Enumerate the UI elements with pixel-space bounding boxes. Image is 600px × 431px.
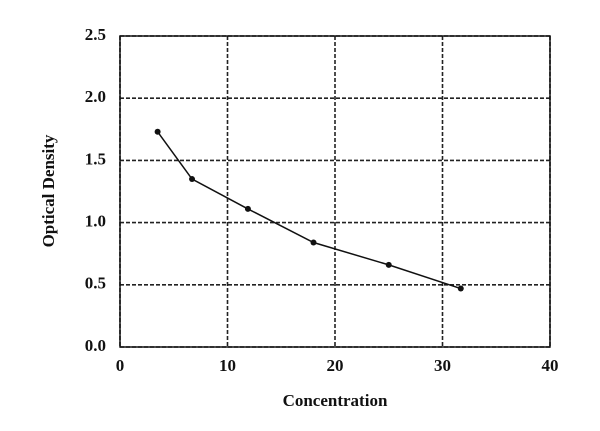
y-tick-label: 2.5 <box>85 25 106 44</box>
data-point <box>189 176 196 183</box>
x-tick-label: 0 <box>116 356 125 375</box>
x-tick-label: 40 <box>542 356 559 375</box>
x-tick-label: 30 <box>434 356 451 375</box>
y-tick-label: 2.0 <box>85 87 106 106</box>
y-tick-label: 0.0 <box>85 336 106 355</box>
y-axis-label: Optical Density <box>39 134 58 247</box>
y-tick-label: 0.5 <box>85 274 106 293</box>
x-tick-label: 20 <box>327 356 344 375</box>
data-point <box>457 285 464 292</box>
plot-frame <box>119 35 551 348</box>
data-point <box>154 128 161 135</box>
data-point <box>385 261 392 268</box>
data-point <box>244 205 251 212</box>
data-line <box>157 131 462 290</box>
x-tick-label: 10 <box>219 356 236 375</box>
x-axis-label: Concentration <box>283 391 388 410</box>
data-point <box>310 239 317 246</box>
y-tick-label: 1.0 <box>85 212 106 231</box>
y-tick-label: 1.5 <box>85 149 106 168</box>
